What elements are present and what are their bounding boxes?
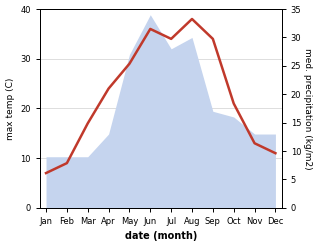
Y-axis label: max temp (C): max temp (C): [5, 77, 15, 140]
Y-axis label: med. precipitation (kg/m2): med. precipitation (kg/m2): [303, 48, 313, 169]
X-axis label: date (month): date (month): [125, 231, 197, 242]
